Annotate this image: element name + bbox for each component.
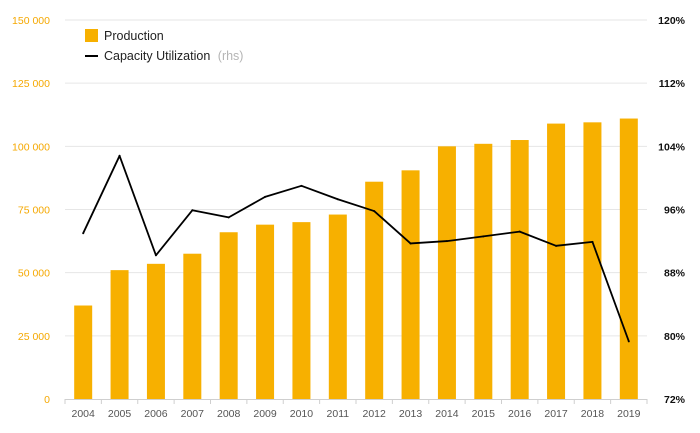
right-y-tick-label: 80% bbox=[664, 331, 686, 343]
x-tick-label: 2014 bbox=[435, 408, 459, 420]
x-tick-label: 2005 bbox=[108, 408, 132, 420]
x-tick-label: 2004 bbox=[72, 408, 96, 420]
legend-label-capacity-utilization: Capacity Utilization (rhs) bbox=[104, 49, 243, 63]
production-bar bbox=[256, 224, 275, 399]
capacity-utilization-point bbox=[264, 195, 267, 198]
right-y-tick-label: 112% bbox=[659, 78, 686, 90]
right-y-axis: 72% 80% 88% 96% 104% 112% 120% bbox=[658, 15, 686, 406]
capacity-utilization-point bbox=[518, 230, 521, 233]
x-tick-label: 2011 bbox=[327, 408, 350, 420]
production-bar bbox=[146, 263, 165, 399]
x-tick-label: 2016 bbox=[508, 408, 532, 420]
left-y-tick-label: 150 000 bbox=[12, 15, 50, 27]
capacity-utilization-point bbox=[336, 198, 339, 201]
right-y-tick-label: 120% bbox=[658, 15, 686, 27]
x-tick-label: 2013 bbox=[399, 408, 423, 420]
production-bar bbox=[74, 305, 93, 399]
production-bar bbox=[328, 214, 347, 399]
x-tick-label: 2010 bbox=[290, 408, 314, 420]
capacity-utilization-point bbox=[227, 216, 230, 219]
left-y-tick-label: 125 000 bbox=[12, 78, 50, 90]
production-bar bbox=[219, 232, 238, 399]
left-y-tick-label: 50 000 bbox=[18, 268, 50, 280]
production-bar bbox=[619, 118, 638, 399]
production-bar bbox=[183, 253, 202, 399]
capacity-utilization-line-group bbox=[82, 154, 630, 343]
capacity-utilization-point bbox=[300, 184, 303, 187]
production-bar bbox=[437, 146, 456, 399]
x-tick-label: 2007 bbox=[181, 408, 205, 420]
production-bar bbox=[292, 222, 311, 399]
capacity-utilization-point bbox=[154, 254, 157, 257]
production-bars bbox=[74, 118, 638, 400]
x-tick-label: 2012 bbox=[363, 408, 387, 420]
left-y-axis: 0 25 000 50 000 75 000 100 000 125 000 150 000 bbox=[12, 15, 50, 406]
x-tick-label: 2006 bbox=[144, 408, 168, 420]
legend-label-production: Production bbox=[104, 29, 164, 43]
production-bar bbox=[547, 123, 566, 400]
legend-rhs-suffix: (rhs) bbox=[218, 49, 244, 63]
production-bar bbox=[474, 143, 493, 399]
x-axis: 2004 2005 2006 2007 2008 2009 2010 2011 2012 2013… bbox=[64, 399, 648, 420]
x-tick-label: 2019 bbox=[617, 408, 641, 420]
capacity-utilization-point bbox=[191, 209, 194, 212]
capacity-utilization-point bbox=[482, 235, 485, 238]
right-y-tick-label: 104% bbox=[658, 141, 686, 153]
production-bar bbox=[510, 140, 529, 399]
capacity-utilization-point bbox=[373, 210, 376, 213]
x-tick-label: 2008 bbox=[217, 408, 241, 420]
legend: Production Capacity Utilization (rhs) bbox=[85, 29, 243, 63]
right-y-tick-label: 88% bbox=[664, 268, 686, 280]
left-y-tick-label: 75 000 bbox=[18, 205, 50, 217]
capacity-utilization-point bbox=[409, 242, 412, 245]
left-y-tick-label: 0 bbox=[44, 394, 50, 406]
capacity-utilization-point bbox=[445, 240, 448, 243]
legend-swatch-production bbox=[85, 29, 98, 42]
production-bar bbox=[365, 181, 384, 399]
x-tick-label: 2015 bbox=[472, 408, 496, 420]
left-y-tick-label: 25 000 bbox=[18, 331, 50, 343]
x-tick-label: 2009 bbox=[253, 408, 277, 420]
capacity-utilization-point bbox=[118, 154, 121, 157]
capacity-utilization-point bbox=[591, 240, 594, 243]
legend-capacity-utilization-text: Capacity Utilization bbox=[104, 49, 210, 63]
x-tick-label: 2018 bbox=[581, 408, 605, 420]
right-y-tick-label: 96% bbox=[664, 205, 686, 217]
x-tick-label: 2017 bbox=[544, 408, 568, 420]
capacity-utilization-point bbox=[82, 232, 85, 235]
production-bar bbox=[401, 170, 420, 399]
left-y-tick-label: 100 000 bbox=[12, 141, 50, 153]
capacity-utilization-point bbox=[627, 340, 630, 343]
capacity-utilization-point bbox=[555, 244, 558, 247]
production-bar bbox=[110, 270, 129, 399]
production-bar bbox=[583, 122, 602, 399]
capacity-utilization-line bbox=[82, 154, 630, 342]
right-y-tick-label: 72% bbox=[664, 394, 686, 406]
